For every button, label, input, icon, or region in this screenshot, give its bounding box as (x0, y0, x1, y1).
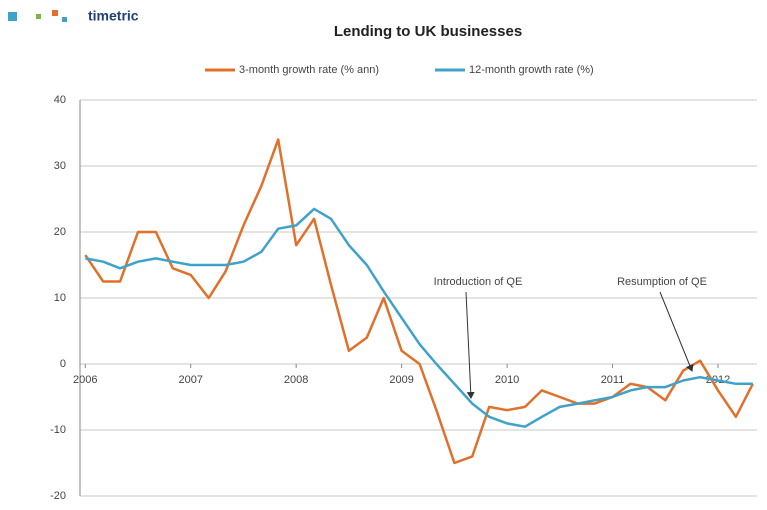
x-tick-label: 2009 (389, 374, 413, 386)
logo: timetric (88, 8, 139, 24)
y-tick-label: 40 (54, 94, 66, 106)
y-tick-label: 20 (54, 226, 66, 238)
legend-label: 3-month growth rate (% ann) (239, 64, 379, 76)
y-tick-label: -10 (50, 424, 66, 436)
legend-label: 12-month growth rate (%) (469, 64, 594, 76)
y-tick-label: 10 (54, 292, 66, 304)
x-tick-label: 2011 (601, 374, 625, 386)
annotation-arrow (659, 291, 694, 372)
x-tick-label: 2006 (73, 374, 97, 386)
y-tick-label: 30 (54, 160, 66, 172)
series-line (85, 207, 753, 428)
x-tick-label: 2010 (495, 374, 519, 386)
series-line (84, 138, 754, 465)
annotation: Introduction of QE (434, 276, 523, 288)
x-tick-label: 2008 (284, 374, 308, 386)
chart-title: Lending to UK businesses (334, 23, 522, 40)
logo-icon (8, 10, 67, 22)
x-tick-label: 2007 (178, 374, 202, 386)
y-tick-label: -20 (50, 490, 66, 502)
annotation: Resumption of QE (617, 276, 707, 288)
annotation-arrow (465, 291, 475, 399)
y-tick-label: 0 (60, 358, 66, 370)
